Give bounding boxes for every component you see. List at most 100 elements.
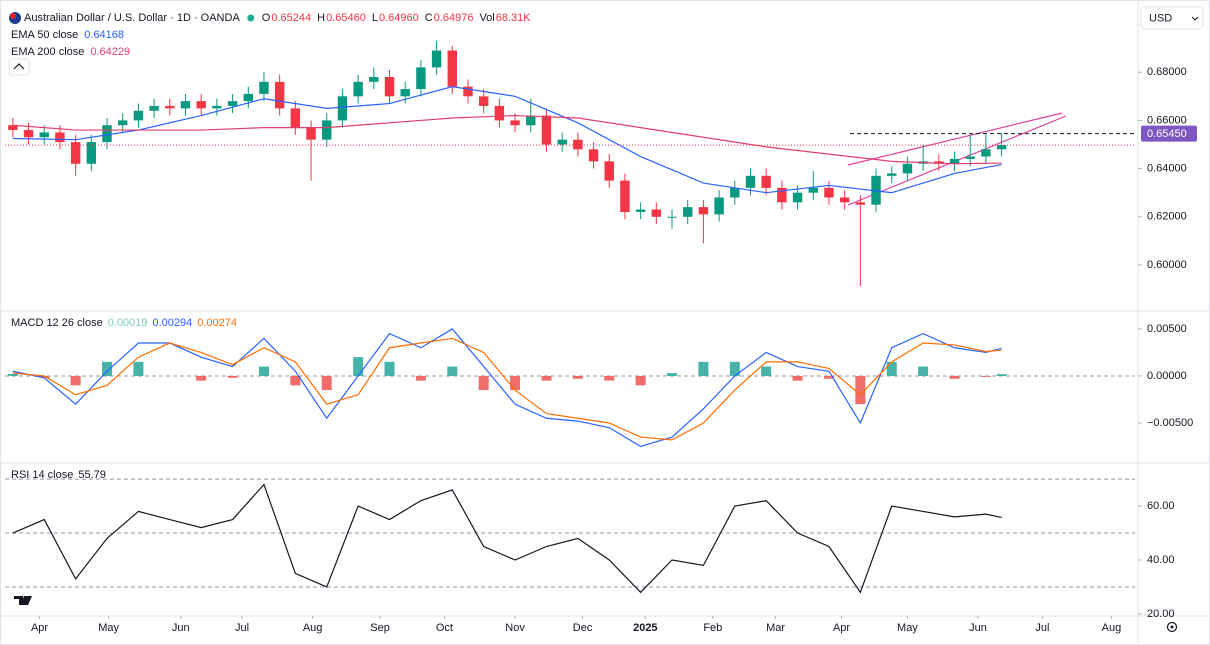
x-tick-label: May [98, 622, 119, 634]
histogram-bar [196, 375, 207, 381]
x-tick-label: Sep [370, 622, 390, 634]
x-tick-label: Apr [833, 622, 850, 634]
candle-body [494, 105, 505, 121]
histogram-bar [886, 361, 897, 376]
series-line [12, 114, 1002, 165]
candle-body [431, 50, 442, 68]
y-tick-label: 40.00 [1147, 554, 1175, 566]
histogram-bar [996, 374, 1007, 376]
histogram-bar [7, 374, 18, 376]
legend-text: 0.65244 [271, 12, 311, 24]
candle-body [39, 132, 49, 138]
legend-text: 0.64168 [84, 29, 124, 41]
series-line [12, 328, 1002, 448]
candle-body [777, 187, 787, 203]
histogram-bar [572, 375, 583, 379]
histogram-bar [792, 375, 803, 381]
collapse-button[interactable] [8, 58, 30, 76]
candle-body [447, 50, 457, 87]
dropdown-chevron [1191, 16, 1199, 21]
legend-text: C [425, 12, 433, 24]
overlay: USD 0.68000 0.66000 0.64000 0.62000 0.60000 0… [8, 6, 1204, 634]
candle-body [996, 145, 1007, 150]
price-label-box [1141, 125, 1197, 142]
candle-body [761, 175, 771, 188]
candle-body [165, 105, 175, 109]
histogram-bar [258, 366, 269, 376]
legend-text: EMA 50 close [11, 29, 78, 41]
candle-body [949, 158, 960, 164]
legend-text: RSI 14 close [11, 469, 73, 481]
candle-body [855, 202, 866, 205]
x-tick-label: Jul [1035, 622, 1049, 634]
candle-body [322, 120, 332, 140]
legend-text: 0.64976 [434, 12, 474, 24]
y-tick-label: 0.68000 [1147, 66, 1187, 78]
histogram-bar [415, 375, 426, 381]
candle-body [667, 216, 677, 218]
y-tick-label: 0.62000 [1147, 211, 1187, 223]
x-tick-label: Nov [505, 622, 525, 634]
candle-body [478, 96, 489, 106]
histogram-bar [133, 361, 144, 376]
candle-body [683, 207, 693, 217]
candle-body [180, 101, 191, 109]
collapse-icon [13, 63, 25, 70]
histogram-bar [604, 375, 615, 381]
y-tick-label: 0.00000 [1147, 370, 1187, 382]
y-tick-label: 0.64000 [1147, 162, 1187, 174]
candle-body [274, 81, 285, 109]
candle-body [306, 127, 316, 140]
candle-body [353, 81, 363, 97]
candle-body [384, 77, 395, 97]
currency-label[interactable]: USD [1149, 12, 1172, 24]
x-tick-label: Apr [31, 622, 48, 634]
x-tick-label: Feb [703, 622, 722, 634]
histogram-bar [478, 375, 489, 391]
histogram-bar [321, 375, 332, 391]
candle-body [981, 149, 991, 157]
candle-body [714, 197, 724, 215]
currency-dropdown[interactable] [1140, 6, 1204, 30]
histogram-bar [635, 375, 646, 386]
candle-body [196, 101, 206, 109]
histogram-bar [761, 366, 772, 376]
legend-text: 0.64960 [379, 12, 419, 24]
rsi-pane [5, 478, 1135, 594]
x-tick-label: Jul [235, 622, 249, 634]
legend-text: H [317, 12, 325, 24]
histogram-bar [918, 366, 929, 376]
settings-icon[interactable] [1166, 621, 1178, 633]
candle-body [902, 163, 913, 174]
candle-body [259, 81, 269, 94]
candle-body [573, 139, 583, 150]
legend-text: 0.00294 [152, 317, 192, 329]
histogram-bar [949, 375, 960, 379]
candle-body [588, 149, 599, 162]
candle-body [698, 207, 709, 215]
x-tick-label: Mar [766, 622, 785, 634]
x-tick-label: Jun [969, 622, 987, 634]
histogram-bar [227, 375, 238, 378]
candle-body [149, 105, 159, 111]
histogram-bar [70, 375, 81, 386]
candle-body [839, 197, 850, 203]
candle-body [212, 105, 222, 109]
x-tick-label: May [897, 622, 918, 634]
candle-body [541, 115, 552, 145]
y-tick-label: 20.00 [1147, 608, 1175, 620]
candle-body [824, 187, 834, 198]
legend-text: 0.64229 [90, 46, 130, 58]
histogram-bar [823, 375, 834, 379]
candle-body [8, 125, 18, 131]
price-pane [5, 40, 1135, 286]
x-tick-label: Jun [172, 622, 190, 634]
candle-body [400, 89, 410, 97]
candle-body [651, 209, 662, 217]
candle-body [510, 120, 520, 126]
status-dot [247, 14, 255, 22]
candle-body [965, 156, 975, 159]
symbol-flag-detail [10, 13, 16, 19]
histogram-bar [353, 357, 364, 376]
x-tick-label: Oct [436, 622, 453, 634]
